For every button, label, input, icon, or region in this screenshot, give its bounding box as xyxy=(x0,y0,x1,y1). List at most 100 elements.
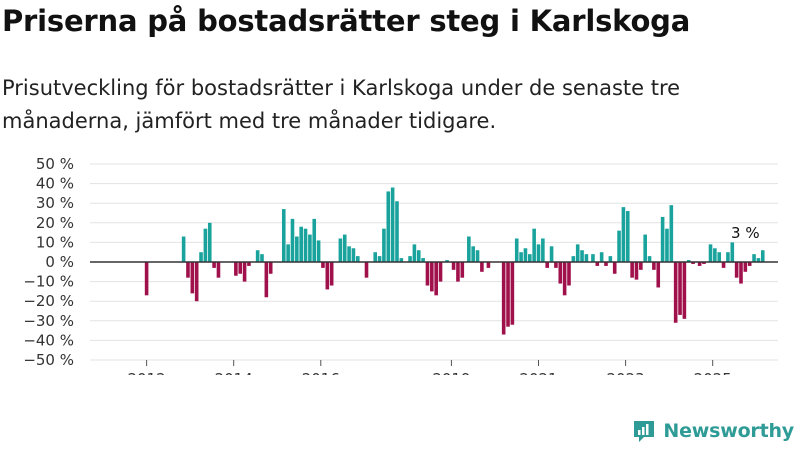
bar-negative xyxy=(656,262,661,288)
bar-negative xyxy=(634,262,639,280)
bar-negative xyxy=(612,262,617,274)
bar-positive xyxy=(382,228,386,262)
bar-negative xyxy=(567,262,571,286)
bar-positive xyxy=(295,236,299,262)
bar-positive xyxy=(580,250,584,262)
bar-negative xyxy=(743,262,748,272)
bar-negative xyxy=(545,262,550,268)
bar-positive xyxy=(523,248,528,262)
bar-positive xyxy=(395,201,399,262)
bar-positive xyxy=(412,244,417,262)
bar-positive xyxy=(303,228,308,262)
y-tick-label: −50 % xyxy=(23,351,74,369)
bar-negative xyxy=(451,262,456,270)
bar-positive xyxy=(299,226,303,262)
bar-negative xyxy=(652,262,656,270)
bar-positive xyxy=(647,256,652,262)
bar-positive xyxy=(377,256,382,262)
bar-negative xyxy=(554,262,558,268)
bar-negative xyxy=(321,262,325,268)
bar-positive xyxy=(408,256,412,262)
y-tick-label: 50 % xyxy=(36,155,74,173)
bar-positive xyxy=(617,230,621,262)
bar-negative xyxy=(486,262,491,268)
bar-positive xyxy=(621,207,626,262)
bar-positive xyxy=(199,252,203,262)
bar-negative xyxy=(194,262,199,302)
bar-negative xyxy=(630,262,634,278)
bar-negative xyxy=(425,262,430,286)
bar-positive xyxy=(541,238,545,262)
brand-name: Newsworthy xyxy=(663,420,794,442)
bar-positive xyxy=(316,240,321,262)
bar-positive xyxy=(584,254,589,262)
bar-positive xyxy=(708,244,713,262)
bar-negative xyxy=(242,262,247,282)
bar-negative xyxy=(186,262,190,278)
bar-negative xyxy=(558,262,563,284)
bar-positive xyxy=(475,250,480,262)
y-tick-label: −20 % xyxy=(23,292,74,310)
bar-positive xyxy=(471,246,475,262)
bar-positive xyxy=(625,211,630,262)
bar-positive xyxy=(519,252,523,262)
y-tick-label: 30 % xyxy=(36,194,74,212)
bar-positive xyxy=(181,236,186,262)
bar-positive xyxy=(203,228,208,262)
bar-positive xyxy=(467,236,471,262)
bar-negative xyxy=(682,262,687,319)
bar-positive xyxy=(421,258,425,262)
y-tick-label: −10 % xyxy=(23,273,74,291)
bar-positive xyxy=(312,218,317,262)
bar-positive xyxy=(308,234,312,262)
brand-logo: Newsworthy xyxy=(631,418,794,444)
bars xyxy=(144,187,765,335)
bar-positive xyxy=(514,238,519,262)
bar-negative xyxy=(510,262,515,325)
bar-negative xyxy=(678,262,682,315)
bar-negative xyxy=(604,262,608,266)
bar-positive xyxy=(445,260,449,262)
grid-lines xyxy=(90,163,778,361)
bar-chart: 50 % 40 %30 % 20 %10 % 0 % −10 %−20 % −30 %−4… xyxy=(23,155,778,375)
y-tick-label: −40 % xyxy=(23,331,74,349)
bar-negative xyxy=(234,262,238,276)
bar-positive xyxy=(207,222,212,262)
bar-negative xyxy=(460,262,465,278)
x-tick-label: 2012 xyxy=(128,370,166,375)
bar-positive xyxy=(338,238,343,262)
bar-negative xyxy=(216,262,221,278)
bar-positive xyxy=(386,191,391,262)
y-tick-label: 20 % xyxy=(36,214,74,232)
chart-subtitle: Prisutveckling för bostadsrätter i Karls… xyxy=(2,76,681,133)
bar-negative xyxy=(329,262,334,286)
y-tick-label: 0 % xyxy=(45,253,74,271)
bar-positive xyxy=(730,242,735,262)
bar-negative xyxy=(639,262,643,270)
bar-negative xyxy=(595,262,600,266)
y-tick-label: 10 % xyxy=(36,233,74,251)
x-tick-label: 2025 xyxy=(694,370,732,375)
bar-negative xyxy=(430,262,434,292)
bar-negative xyxy=(264,262,269,298)
x-tick-label: 2019 xyxy=(432,370,470,375)
chart-title: Priserna på bostadsrätter steg i Karlsko… xyxy=(2,4,691,38)
bar-negative xyxy=(190,262,195,294)
bar-positive xyxy=(255,250,260,262)
bar-positive xyxy=(399,258,404,262)
x-tick-label: 2016 xyxy=(302,370,340,375)
bar-positive xyxy=(686,260,691,262)
bar-positive xyxy=(575,244,580,262)
bar-positive xyxy=(532,228,536,262)
bar-positive xyxy=(260,254,264,262)
bar-positive xyxy=(660,216,665,262)
bar-negative xyxy=(144,262,149,296)
bar-negative xyxy=(438,262,443,282)
bar-positive xyxy=(643,234,647,262)
bar-positive xyxy=(752,254,756,262)
bar-negative xyxy=(238,262,243,274)
bar-negative xyxy=(212,262,216,268)
x-tick-label: 2021 xyxy=(519,370,557,375)
bar-positive xyxy=(281,209,286,262)
x-tick-label: 2014 xyxy=(215,370,253,375)
